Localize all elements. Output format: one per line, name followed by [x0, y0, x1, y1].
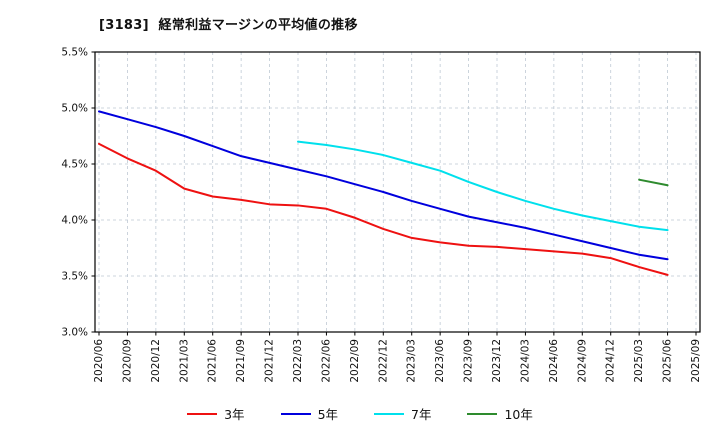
legend-item-2: 7年: [374, 404, 431, 423]
x-tick-label: 2020/12: [150, 339, 162, 383]
y-tick-label: 5.5%: [61, 47, 88, 59]
series-line-3: [638, 178, 669, 187]
x-tick-label: 2024/09: [576, 339, 588, 383]
legend-line-swatch: [467, 412, 498, 415]
x-tick-label: 2021/12: [264, 339, 276, 383]
legend-label: 3年: [224, 407, 245, 422]
x-tick-label: 2025/03: [633, 339, 645, 383]
x-tick-label: 2024/06: [548, 339, 560, 383]
series-line-0: [98, 142, 669, 276]
x-tick-label: 2025/06: [662, 339, 674, 383]
y-tick-label: 3.5%: [61, 271, 88, 283]
y-tick-label: 4.0%: [61, 215, 88, 227]
x-tick-label: 2023/12: [491, 339, 503, 383]
chart-title: [3183] 経常利益マージンの平均値の推移: [99, 18, 358, 33]
legend-line-swatch: [374, 412, 405, 415]
legend-item-3: 10年: [467, 404, 533, 423]
x-tick-label: 2025/09: [690, 339, 702, 383]
x-tick-label: 2020/06: [93, 339, 105, 383]
legend-item-0: 3年: [187, 404, 245, 423]
legend-line-swatch: [187, 412, 218, 415]
x-tick-label: 2022/09: [349, 339, 361, 383]
x-tick-label: 2021/06: [207, 339, 219, 383]
legend-label: 7年: [411, 407, 432, 422]
x-tick-label: 2021/03: [178, 339, 190, 383]
x-tick-label: 2024/12: [605, 339, 617, 383]
x-tick-label: 2024/03: [519, 339, 531, 383]
x-tick-label: 2023/06: [434, 339, 446, 383]
x-tick-label: 2022/12: [377, 339, 389, 383]
x-tick-label: 2022/06: [320, 339, 332, 383]
y-tick-label: 4.5%: [61, 159, 88, 171]
x-tick-label: 2021/09: [235, 339, 247, 383]
chart-legend: 3年 5年 7年 10年: [0, 404, 720, 423]
series-line-1: [98, 110, 669, 261]
series-line-2: [297, 140, 669, 232]
legend-label: 5年: [317, 407, 339, 422]
plot-frame: [94, 51, 701, 333]
x-tick-label: 2023/09: [463, 339, 475, 383]
x-tick-label: 2020/09: [121, 339, 133, 383]
y-tick-label: 3.0%: [61, 327, 88, 339]
legend-item-1: 5年: [280, 404, 339, 423]
x-tick-label: 2022/03: [292, 339, 304, 383]
x-tick-label: 2023/03: [406, 339, 418, 383]
legend-line-swatch: [280, 412, 311, 415]
legend-label: 10年: [504, 407, 533, 422]
y-tick-label: 5.0%: [61, 103, 88, 115]
